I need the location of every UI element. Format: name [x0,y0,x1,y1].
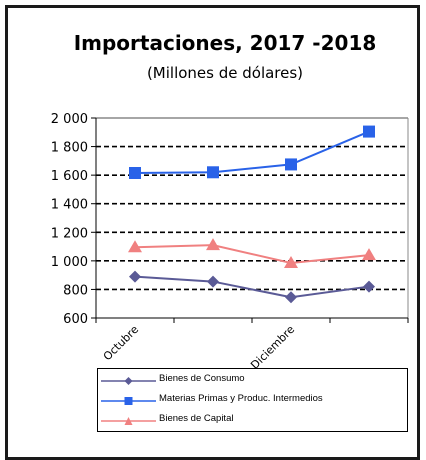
series-marker-diamond [129,270,141,283]
y-tick-label: 1 600 [51,169,88,184]
chart-subtitle: (Millones de dólares) [147,64,303,82]
y-tick-label: 800 [63,283,88,298]
series-marker-square [285,158,297,171]
y-tick-labels: 600 800 1 000 1 200 1 400 1 600 1 800 2 000 [51,112,88,327]
legend-swatch-capital [101,417,156,425]
y-tick-label: 1 000 [51,255,88,270]
x-tick-labels: Octubre Diciembre [101,323,297,372]
legend-item-consumo: Bienes de Consumo [98,372,398,388]
y-tick-label: 2 000 [51,112,88,127]
series-marker-square [207,166,219,179]
legend-item-capital: Bienes de Capital [98,412,398,428]
y-tick-label: 1 800 [51,141,88,156]
series-marker-diamond [207,275,219,288]
legend-label: Bienes de Capital [159,413,234,424]
x-tick-label: Octubre [101,323,141,363]
legend-label: Materias Primas y Produc. Intermedios [159,393,323,404]
series-marker-diamond [285,291,297,304]
gridlines [96,145,408,291]
legend-swatch-materias-primas [101,397,156,405]
series-marker-triangle [284,256,298,268]
series-marker-triangle [362,248,376,261]
legend-label: Bienes de Consumo [159,373,245,384]
series-line-2 [134,244,370,265]
y-tick-label: 1 200 [51,226,88,241]
series-marker-triangle [206,238,220,251]
series-line-1 [134,130,370,174]
series-marker-square [363,125,375,138]
legend-swatch-consumo [101,377,156,385]
series-line-0 [134,275,370,299]
axes [91,117,409,323]
chart-title: Importaciones, 2017 -2018 [74,31,377,55]
series-lines [128,125,376,304]
series-marker-triangle [128,240,142,253]
x-tick-label: Diciembre [248,323,297,372]
y-tick-label: 1 400 [51,198,88,213]
legend-item-materias-primas: Materias Primas y Produc. Intermedios [98,392,398,408]
series-marker-diamond [363,280,375,293]
y-tick-label: 600 [63,312,88,327]
series-marker-square [129,167,141,179]
legend: Bienes de Consumo Materias Primas y Prod… [97,368,408,432]
